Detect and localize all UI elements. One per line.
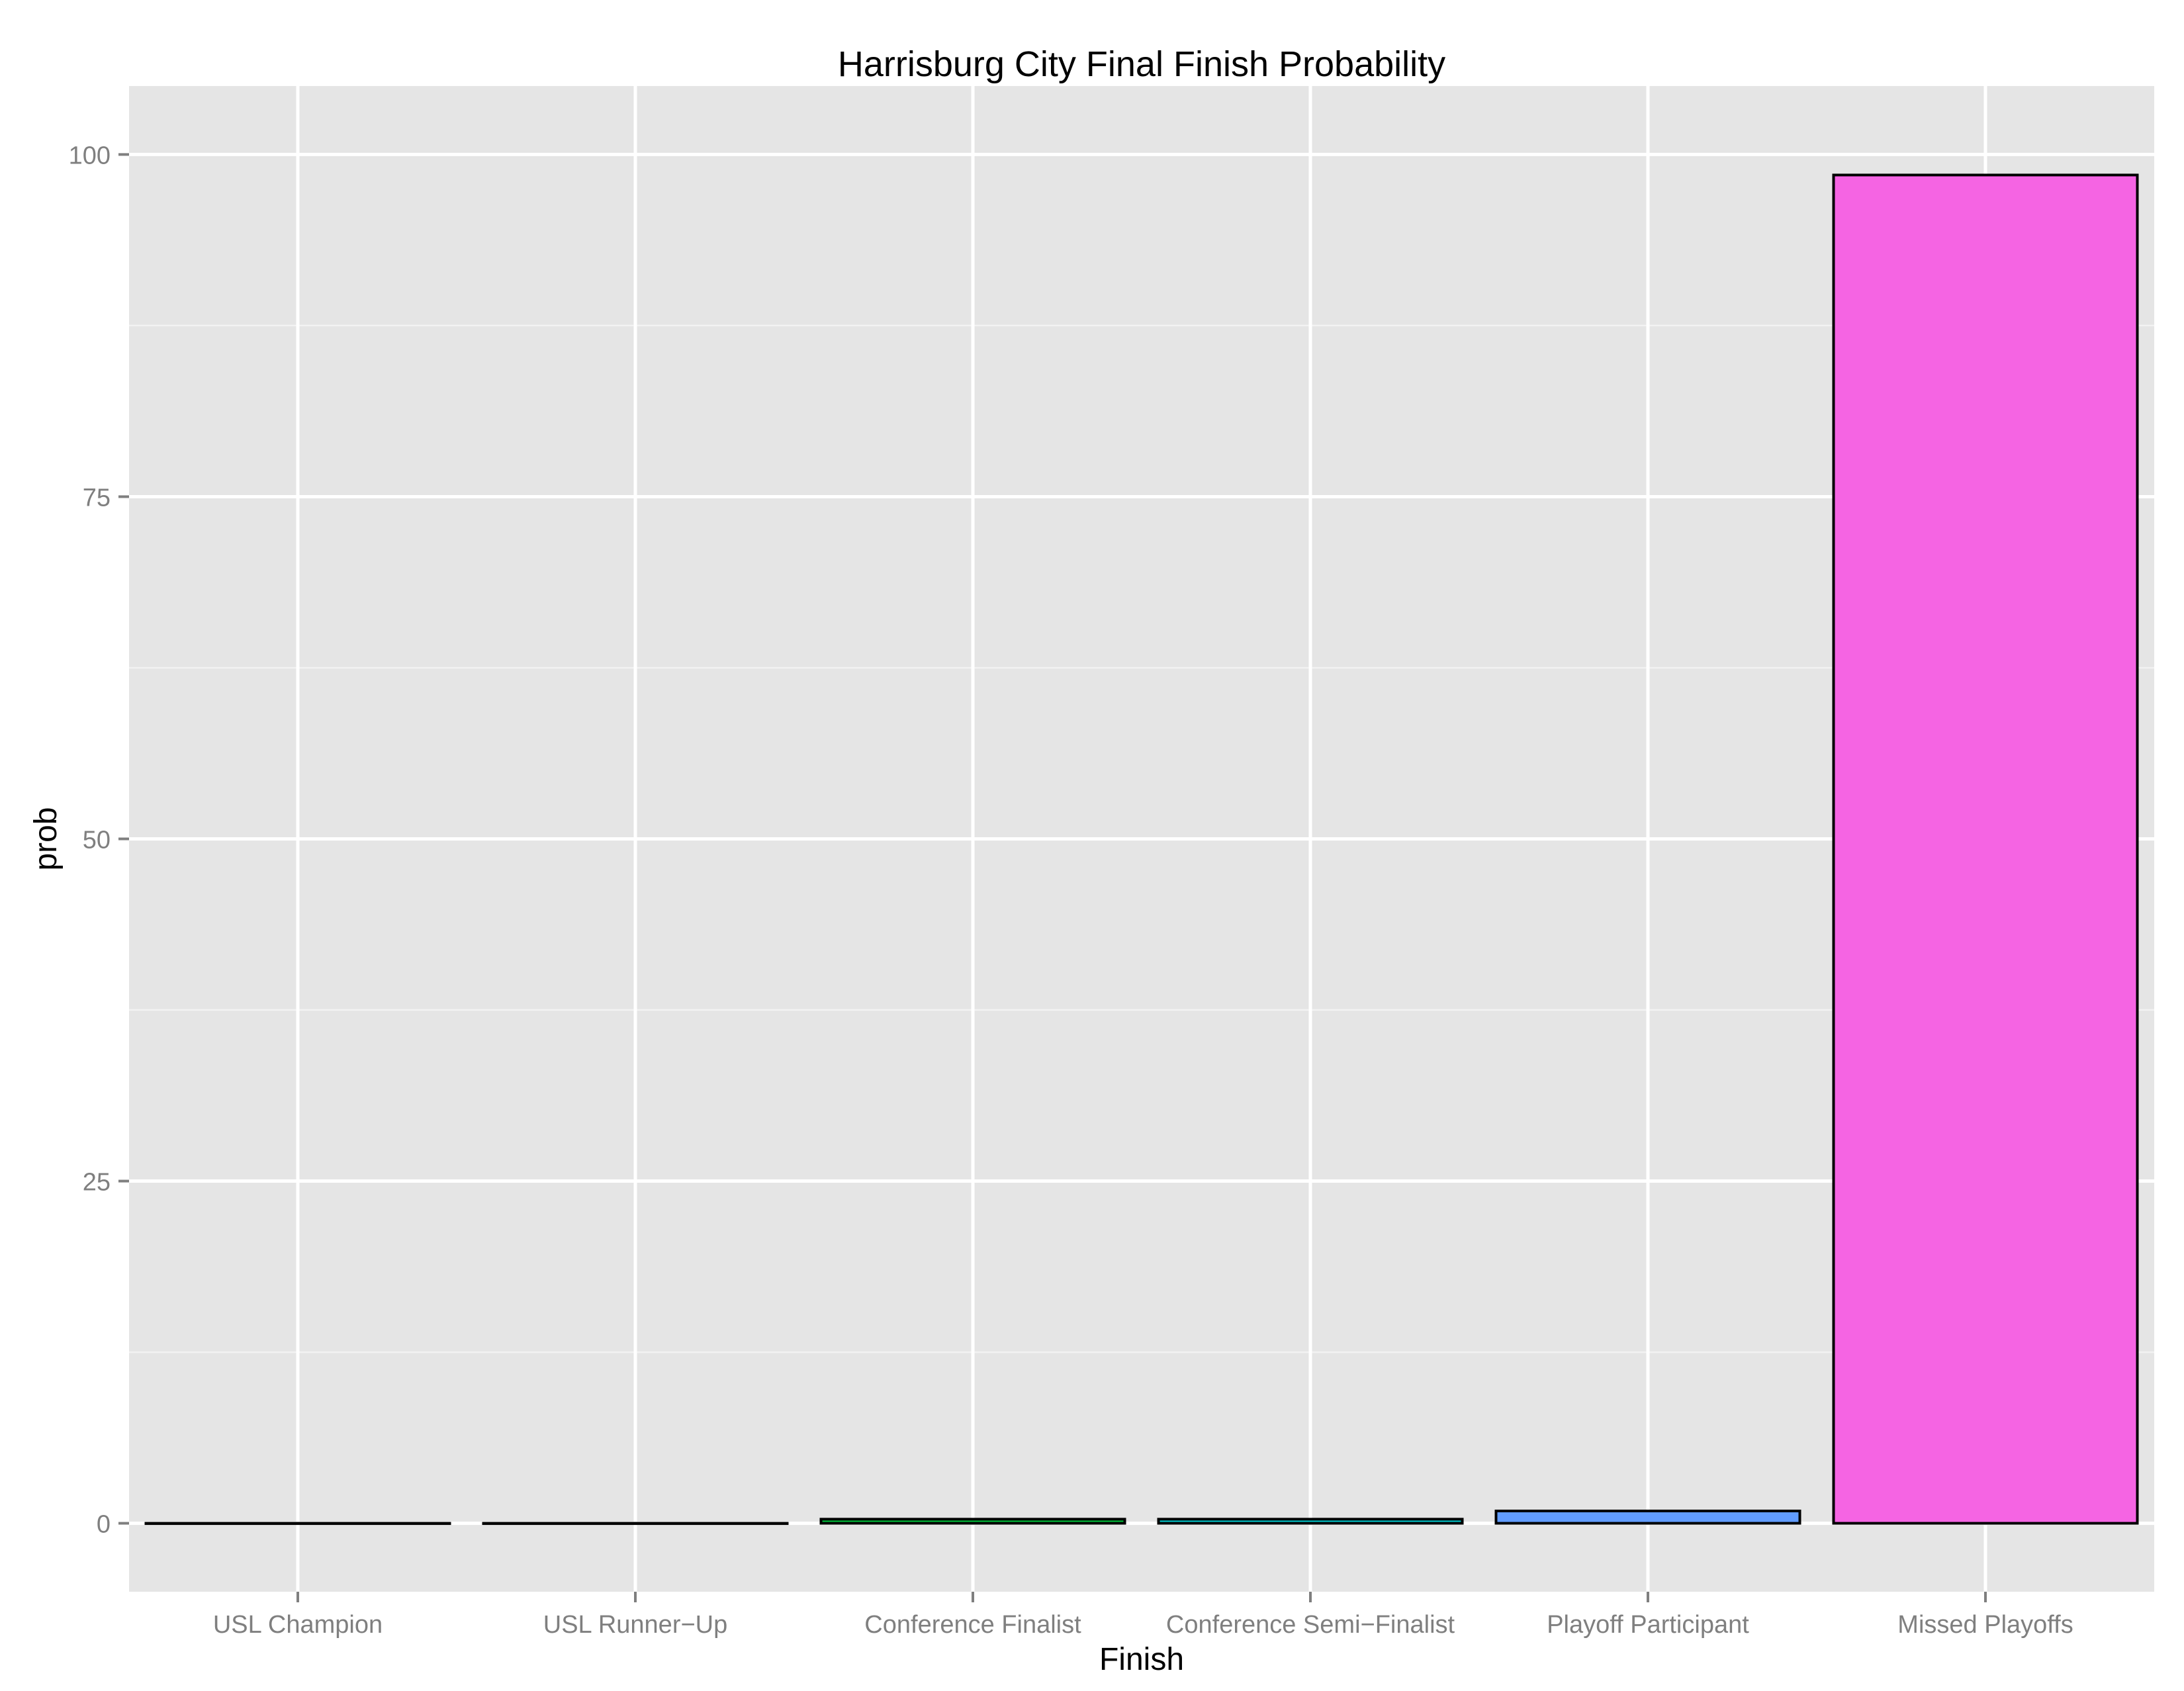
bars (144, 173, 2139, 1526)
chart-title: Harrisburg City Final Finish Probability (838, 44, 1445, 84)
x-axis: USL Champion USL Runner−Up Conference Fina… (213, 1592, 2073, 1639)
x-tick-label: USL Runner−Up (543, 1611, 727, 1639)
x-tick-label: Conference Finalist (864, 1611, 1081, 1639)
x-tick-label: USL Champion (213, 1611, 383, 1639)
y-tick-label: 25 (83, 1169, 111, 1197)
y-tick-label: 75 (83, 484, 111, 512)
y-tick-label: 0 (97, 1511, 111, 1539)
y-tick-label: 100 (69, 142, 111, 169)
y-tick-label: 50 (83, 827, 111, 854)
x-tick-label: Playoff Participant (1547, 1611, 1749, 1639)
bar (1494, 1509, 1801, 1525)
x-tick-label: Conference Semi−Finalist (1166, 1611, 1455, 1639)
bar (1832, 173, 2139, 1525)
minor-gridlines (129, 324, 2154, 1353)
x-tick-label: Missed Playoffs (1897, 1611, 2073, 1639)
y-axis: 0 25 50 75 100 (69, 142, 129, 1539)
bar (1157, 1518, 1464, 1525)
x-axis-title: Finish (1099, 1642, 1184, 1677)
bar (819, 1518, 1126, 1525)
y-axis-title: prob (28, 807, 64, 870)
